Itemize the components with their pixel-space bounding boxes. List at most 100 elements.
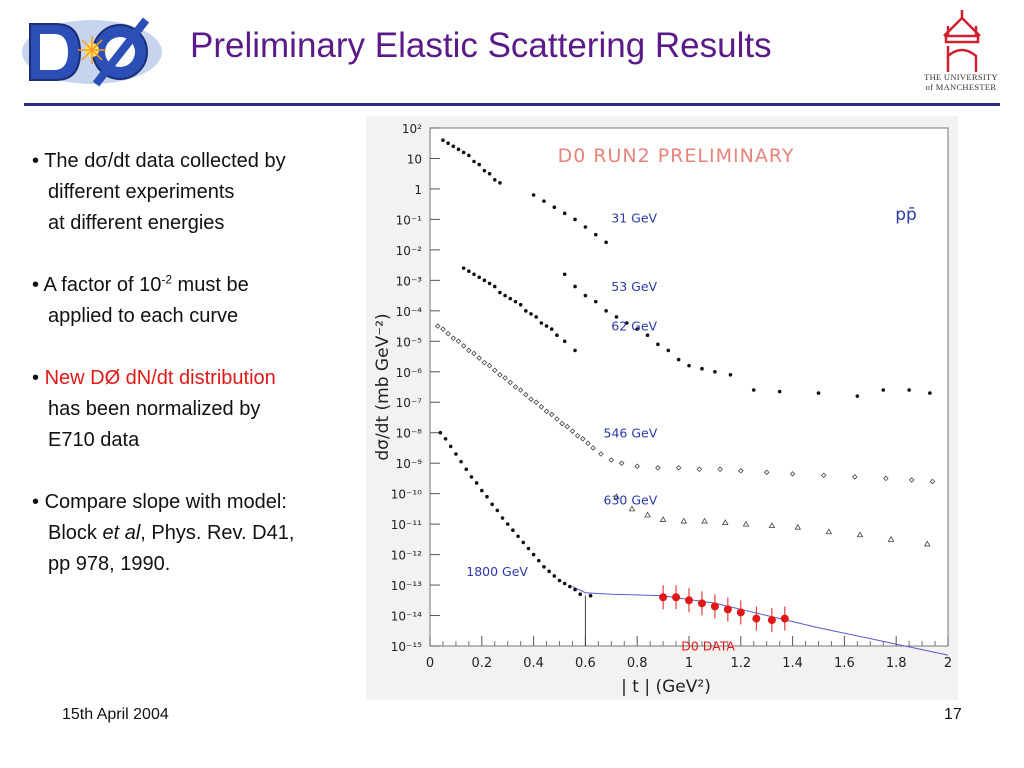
y-tick-label: 10⁻¹² (391, 549, 422, 563)
university-name: THE UNIVERSITY of MANCHESTER (918, 72, 1004, 92)
y-tick-label: 10⁻¹ (396, 213, 423, 227)
data-point (604, 309, 608, 313)
series-53-gev (461, 266, 577, 353)
data-point (466, 347, 472, 354)
data-point (562, 211, 567, 216)
data-point (675, 464, 682, 471)
data-point (564, 423, 571, 430)
series-62-gev (562, 272, 932, 398)
data-point (710, 602, 719, 611)
data-point (440, 326, 446, 332)
y-tick-label: 10⁻⁹ (396, 457, 423, 471)
data-point (659, 593, 668, 602)
data-point (685, 596, 693, 605)
data-point (625, 321, 629, 325)
data-point (573, 284, 577, 289)
data-point (438, 430, 443, 435)
series-label: 546 GeV (604, 425, 658, 440)
x-tick-label: 2 (944, 656, 952, 671)
data-point (547, 569, 551, 574)
data-point (549, 327, 554, 331)
data-point (517, 387, 524, 393)
data-point (446, 141, 450, 146)
data-point (593, 232, 598, 237)
data-point (487, 281, 492, 286)
data-point (628, 505, 636, 512)
data-point (490, 502, 494, 507)
data-point (529, 312, 533, 316)
x-tick-label: 0.6 (575, 656, 596, 671)
data-point (700, 366, 704, 371)
data-point (441, 138, 445, 142)
data-point (562, 581, 567, 586)
y-tick-label: 10⁻³ (396, 274, 423, 288)
data-point (469, 475, 474, 479)
data-point (659, 516, 667, 522)
data-point (908, 477, 915, 483)
bullet-item: • Compare slope with model: Block et al,… (32, 487, 377, 580)
header-divider (24, 103, 1000, 106)
data-point (498, 181, 502, 185)
y-tick-label: 1 (414, 183, 422, 197)
data-point (780, 614, 789, 623)
data-point (498, 290, 502, 295)
data-point (472, 272, 476, 277)
bullet-text: has been normalized by (48, 398, 261, 420)
data-point (713, 369, 717, 374)
chart-title: D0 RUN2 PRELIMINARY (558, 145, 795, 167)
data-point (816, 391, 821, 395)
data-point (887, 535, 895, 542)
bullet-text: The dσ/dt data collected by (44, 150, 286, 172)
data-point (645, 333, 650, 337)
y-tick-label: 10⁻⁸ (396, 427, 423, 441)
bullet-text: applied to each curve (48, 305, 239, 327)
data-point (794, 523, 802, 530)
data-point (477, 162, 482, 167)
x-tick-label: 1.6 (834, 656, 855, 671)
data-point (573, 217, 577, 222)
data-point (476, 355, 482, 361)
data-point (450, 335, 457, 342)
data-point (554, 416, 560, 422)
series-d0-data (659, 585, 789, 633)
chart-subtitle: pp̄ (895, 205, 917, 225)
data-point (789, 471, 796, 477)
data-point (492, 178, 497, 182)
y-tick-label: 10⁻¹⁵ (391, 640, 422, 654)
data-point (544, 324, 549, 328)
series-label: 1800 GeV (466, 564, 528, 579)
data-point (738, 468, 744, 474)
bullet-text: pp 978, 1990. (48, 553, 171, 575)
data-point (583, 225, 588, 229)
y-tick-label: 10⁻⁴ (396, 305, 423, 319)
data-point (634, 463, 640, 469)
bullet-superscript: -2 (161, 272, 172, 287)
data-point (578, 592, 583, 596)
scattering-chart: 0 0.2 0.4 0.6 0.8 1 1.2 1.4 1.6 1.8 2 10² 10 1 10⁻¹ 10⁻… (366, 116, 958, 700)
data-point (500, 516, 505, 520)
data-point (672, 593, 681, 602)
x-axis-label: | t | (GeV²) (621, 677, 711, 697)
data-point (856, 531, 864, 538)
data-point (495, 508, 500, 513)
data-point (680, 517, 688, 524)
data-point (485, 494, 489, 499)
data-point (481, 359, 488, 366)
data-point (580, 436, 586, 442)
data-point (929, 478, 936, 485)
y-tick-label: 10 (407, 152, 422, 166)
data-point (777, 389, 782, 394)
data-point (767, 616, 776, 625)
data-point (635, 327, 639, 331)
bullet-text: E710 data (48, 429, 140, 451)
data-point (928, 391, 932, 395)
data-point (521, 540, 526, 545)
series-630-gev (613, 493, 931, 547)
bullet-text: at different energies (48, 212, 225, 234)
x-tick-label: 0.8 (627, 656, 648, 671)
data-point (513, 299, 518, 304)
data-point (907, 388, 911, 392)
chart-svg: 0 0.2 0.4 0.6 0.8 1 1.2 1.4 1.6 1.8 2 10² 10 1 10⁻¹ 10⁻… (366, 116, 958, 700)
data-point (736, 608, 745, 617)
series-546-gev (435, 323, 936, 485)
